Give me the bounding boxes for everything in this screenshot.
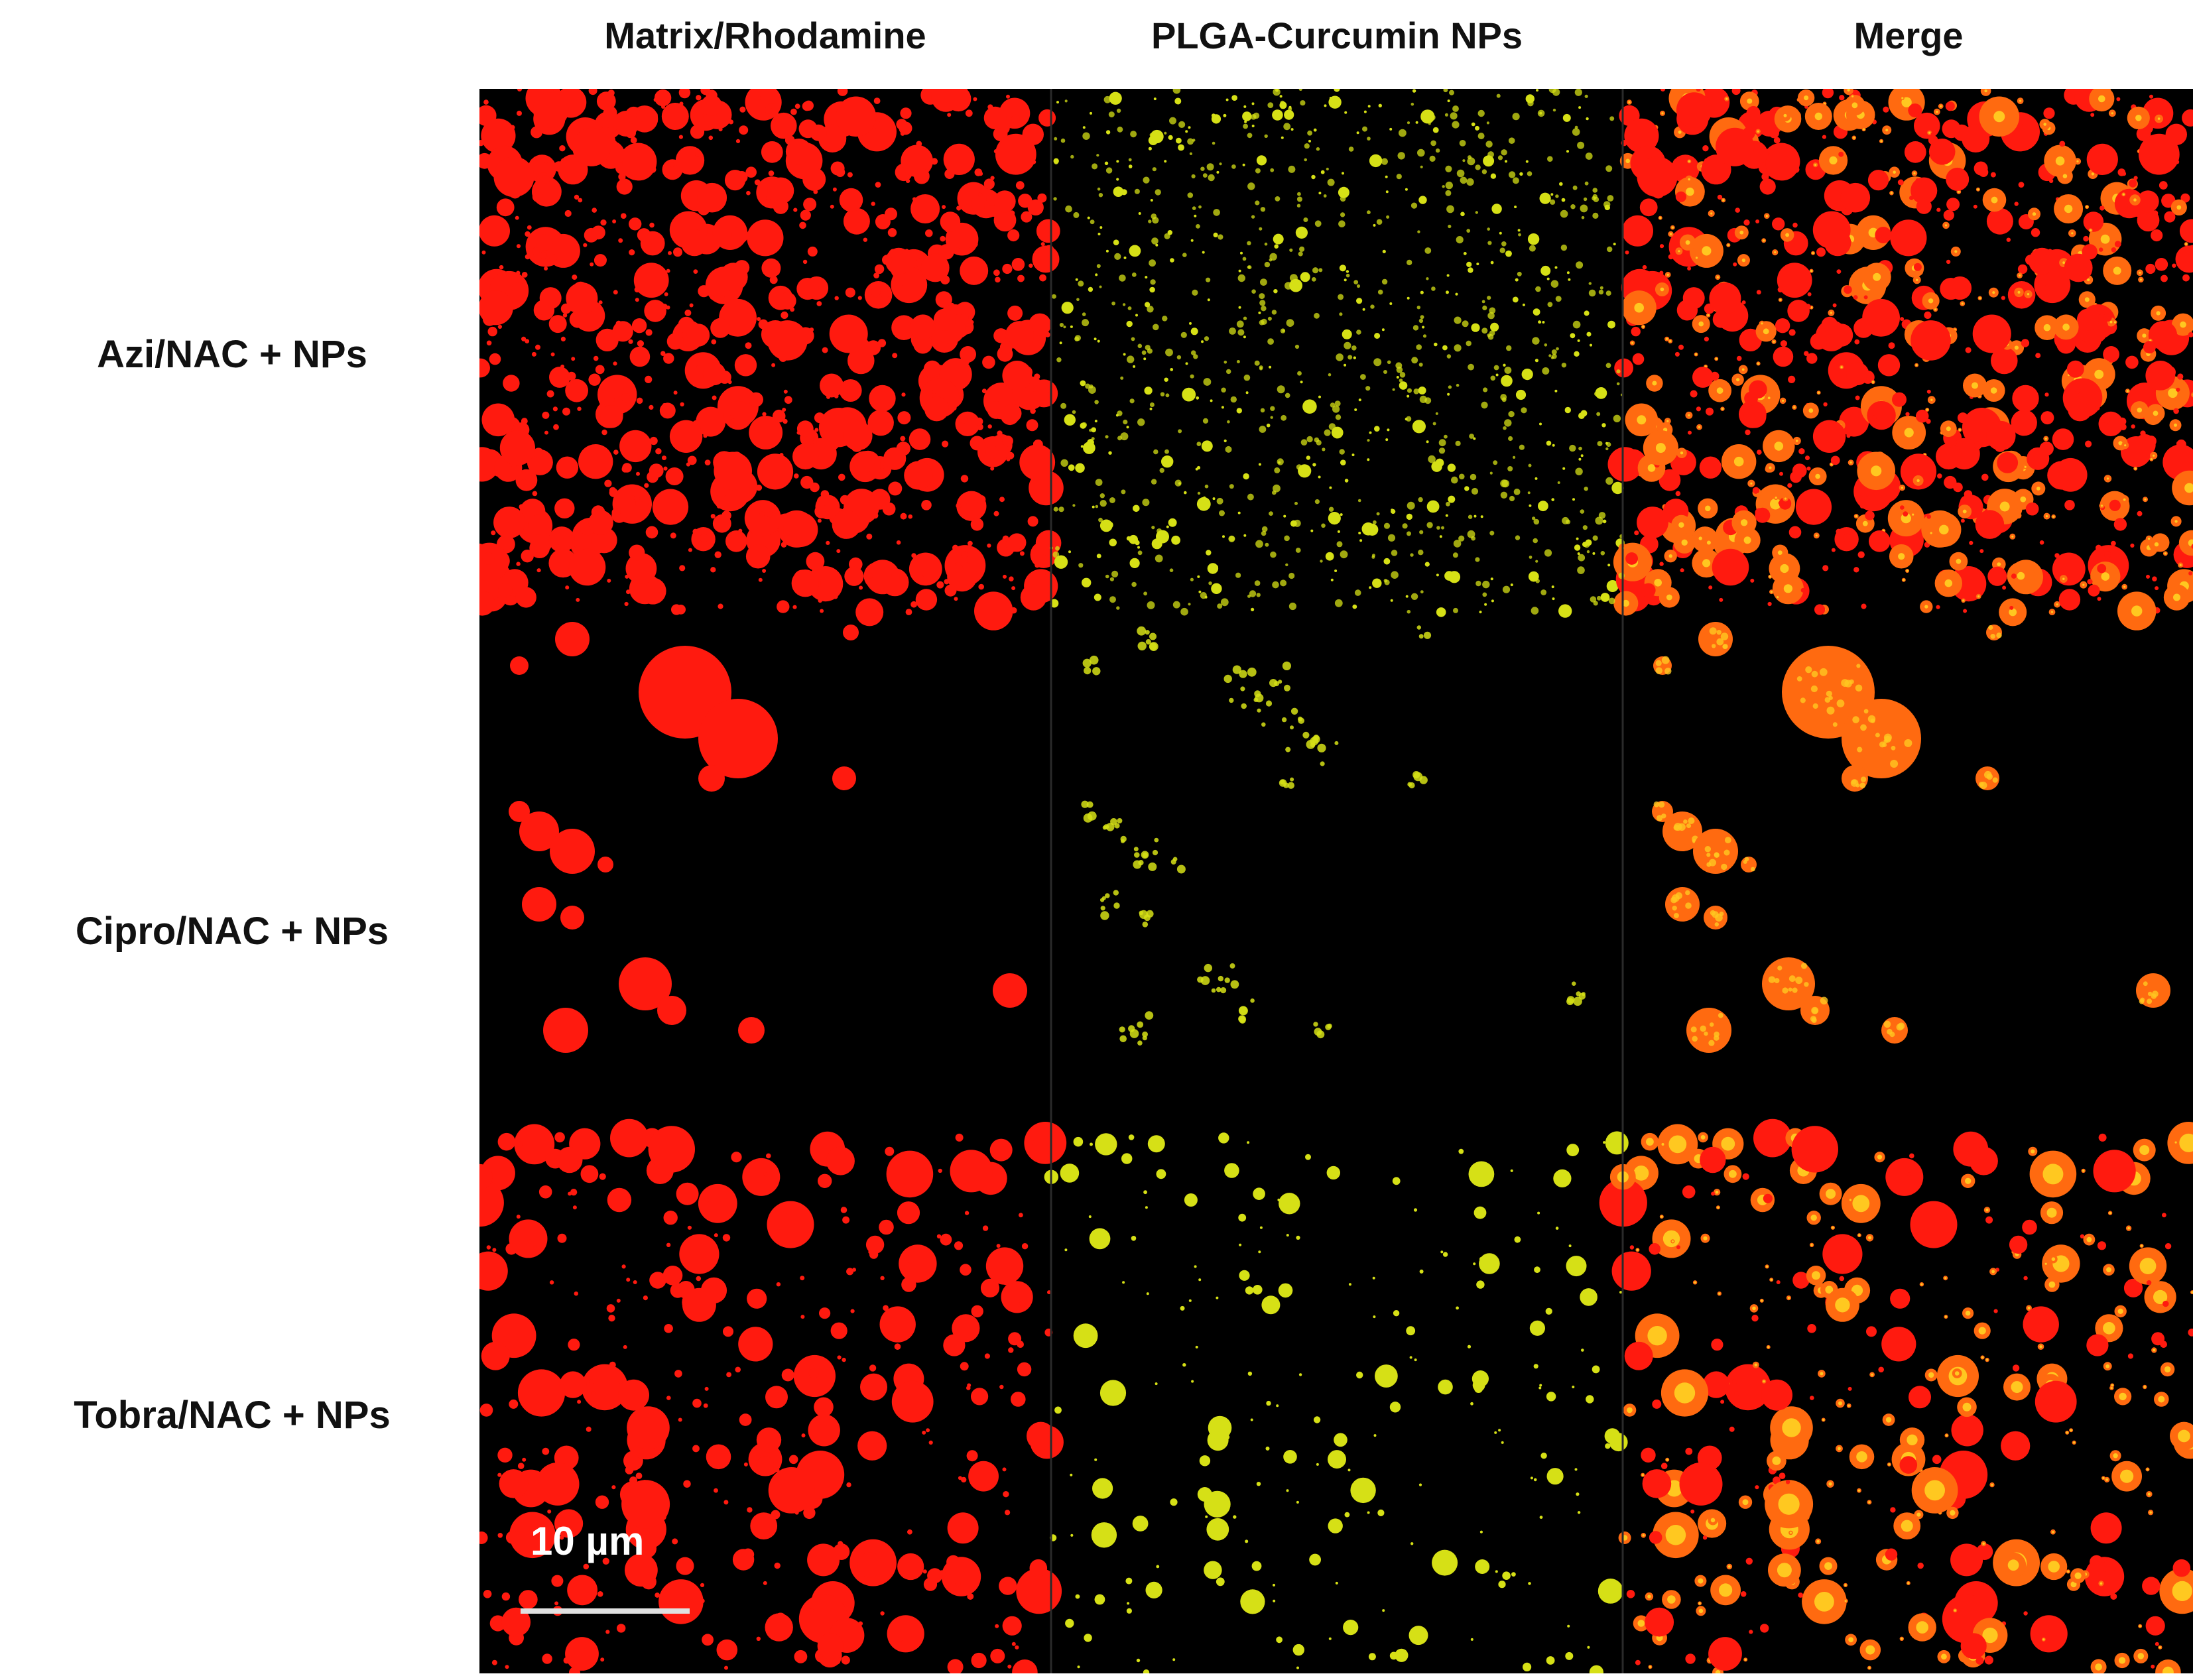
panel-background xyxy=(479,89,2193,1673)
column-title-matrix: Matrix/Rhodamine xyxy=(604,15,926,56)
row-label-cipro: Cipro/NAC + NPs xyxy=(75,910,389,953)
column-title-nps: PLGA-Curcumin NPs xyxy=(1151,15,1523,56)
column-title-merge: Merge xyxy=(1853,15,1964,56)
row-label-azi: Azi/NAC + NPs xyxy=(97,333,367,376)
microscopy-panel-grid xyxy=(479,89,2193,1673)
row-label-tobra: Tobra/NAC + NPs xyxy=(74,1394,391,1437)
scale-bar-label: 10 µm xyxy=(531,1519,645,1563)
